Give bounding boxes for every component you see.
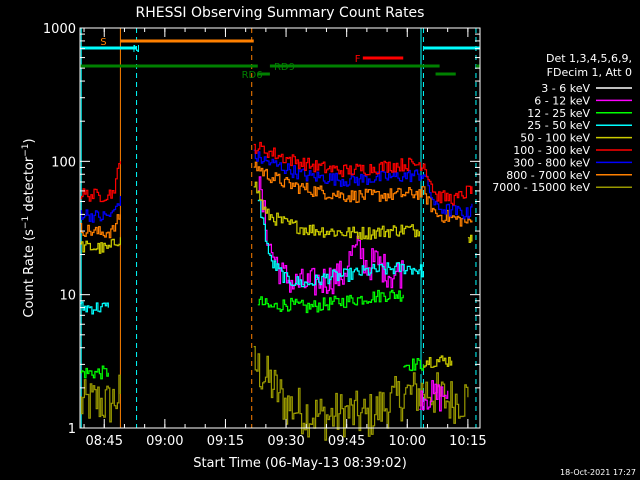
state-bars: S N F RD6 RD9 — [80, 37, 480, 81]
series-100-300-kev — [80, 141, 473, 206]
series-trace — [80, 196, 121, 223]
legend-label: 800 - 7000 keV — [506, 169, 590, 182]
series-trace — [80, 374, 121, 423]
x-tick-label: 10:15 — [449, 434, 486, 449]
series-300-800-kev — [80, 149, 473, 223]
legend-label: 7000 - 15000 keV — [492, 181, 590, 194]
series-trace — [257, 176, 404, 296]
x-tick-label: 09:30 — [267, 434, 304, 449]
series-trace — [257, 183, 404, 338]
series-800-7000-kev — [80, 161, 473, 239]
series-trace — [80, 161, 121, 203]
state-label: F — [355, 54, 361, 65]
series-trace — [80, 237, 121, 254]
y-axis: 1 10 100 1000 — [43, 22, 480, 437]
legend-label: 50 - 100 keV — [520, 132, 590, 145]
series-trace — [253, 161, 473, 227]
footer-timestamp: 18-Oct-2021 17:27 — [560, 468, 636, 477]
y-tick-label: 1 — [68, 422, 76, 437]
series-trace — [253, 181, 420, 240]
x-tick-label: 09:45 — [328, 434, 365, 449]
x-axis-label: Start Time (06-May-13 08:39:02) — [193, 456, 407, 471]
series-trace — [80, 301, 109, 315]
legend-title-2: FDecim 1, Att 0 — [547, 66, 632, 79]
x-tick-label: 09:15 — [207, 434, 244, 449]
series-6-12-kev — [257, 176, 449, 412]
series-trace — [253, 149, 473, 220]
plot-frame — [79, 27, 481, 429]
x-tick-label: 09:00 — [146, 434, 183, 449]
legend-title-1: Det 1,3,4,5,6,9, — [546, 52, 632, 65]
plot-series — [80, 141, 473, 441]
series-trace — [467, 234, 473, 243]
legend-label: 100 - 300 keV — [513, 144, 590, 157]
legend-label: 6 - 12 keV — [534, 94, 590, 107]
x-tick-label: 08:45 — [86, 434, 123, 449]
series-12-25-kev — [80, 289, 424, 380]
series-trace — [80, 214, 121, 239]
state-label: S — [100, 37, 106, 48]
y-tick-label: 100 — [51, 155, 76, 170]
x-axis: 08:45 09:00 09:15 09:30 09:45 10:00 10:15 — [83, 28, 487, 449]
series-7000-15000-kev — [80, 346, 469, 441]
series-trace — [403, 358, 424, 372]
series-trace — [419, 380, 449, 412]
legend-label: 25 - 50 keV — [527, 119, 590, 132]
legend-label: 3 - 6 keV — [541, 82, 590, 95]
x-tick-label: 10:00 — [389, 434, 426, 449]
time-markers — [80, 28, 477, 428]
legend-label: 12 - 25 keV — [527, 107, 590, 120]
y-axis-label: Count Rate (s−1 detector−1) — [21, 138, 37, 317]
y-tick-label: 10 — [59, 289, 76, 304]
state-label: RD6 — [242, 70, 263, 81]
y-tick-label: 1000 — [43, 22, 76, 37]
state-label: N — [133, 44, 140, 55]
series-50-100-kev — [80, 181, 473, 368]
state-label: RD9 — [274, 62, 295, 73]
series-trace — [253, 346, 469, 441]
series-trace — [257, 289, 404, 314]
series-trace — [80, 365, 109, 380]
legend-label: 300 - 800 keV — [513, 156, 590, 169]
series-trace — [253, 141, 473, 206]
series-trace — [423, 355, 453, 368]
series-25-50-kev — [80, 199, 424, 315]
series-trace — [257, 199, 424, 288]
chart-title: RHESSI Observing Summary Count Rates — [136, 5, 425, 21]
